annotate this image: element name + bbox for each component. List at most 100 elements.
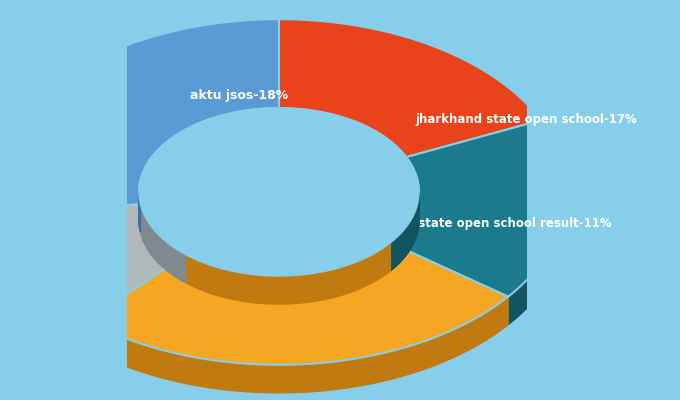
Polygon shape xyxy=(534,271,535,301)
Polygon shape xyxy=(303,274,305,303)
Polygon shape xyxy=(51,298,52,326)
Polygon shape xyxy=(243,273,245,302)
Polygon shape xyxy=(391,242,392,270)
Polygon shape xyxy=(547,254,548,284)
Polygon shape xyxy=(206,264,208,292)
Polygon shape xyxy=(87,321,90,351)
Polygon shape xyxy=(377,251,378,280)
Polygon shape xyxy=(256,364,261,392)
Polygon shape xyxy=(154,348,159,377)
Polygon shape xyxy=(515,289,517,318)
Polygon shape xyxy=(535,270,537,299)
Polygon shape xyxy=(80,317,81,346)
Polygon shape xyxy=(526,280,528,309)
Polygon shape xyxy=(236,272,238,300)
Polygon shape xyxy=(555,240,556,270)
Polygon shape xyxy=(64,307,65,336)
Polygon shape xyxy=(299,364,304,392)
Polygon shape xyxy=(539,264,541,294)
Polygon shape xyxy=(333,361,337,390)
Polygon shape xyxy=(557,236,558,266)
Polygon shape xyxy=(60,304,61,333)
Polygon shape xyxy=(191,257,193,286)
Polygon shape xyxy=(360,260,362,288)
Polygon shape xyxy=(48,296,50,325)
Polygon shape xyxy=(347,359,352,388)
Polygon shape xyxy=(384,246,386,275)
Polygon shape xyxy=(223,362,228,390)
Polygon shape xyxy=(358,260,360,289)
Polygon shape xyxy=(197,260,199,289)
Polygon shape xyxy=(56,302,57,330)
Polygon shape xyxy=(261,275,263,304)
Polygon shape xyxy=(75,314,77,343)
Polygon shape xyxy=(400,234,401,262)
Polygon shape xyxy=(240,273,243,301)
Polygon shape xyxy=(33,282,34,310)
Polygon shape xyxy=(216,267,218,296)
Polygon shape xyxy=(18,266,19,294)
Polygon shape xyxy=(229,270,231,299)
Polygon shape xyxy=(362,259,364,288)
Polygon shape xyxy=(342,360,347,389)
Polygon shape xyxy=(554,242,555,271)
Polygon shape xyxy=(38,287,39,316)
Polygon shape xyxy=(401,232,402,261)
Polygon shape xyxy=(26,274,27,303)
Polygon shape xyxy=(395,238,396,267)
Polygon shape xyxy=(237,363,241,391)
Polygon shape xyxy=(117,335,121,364)
Polygon shape xyxy=(418,342,422,371)
Polygon shape xyxy=(356,261,358,290)
Polygon shape xyxy=(185,254,186,283)
Polygon shape xyxy=(383,247,384,276)
Polygon shape xyxy=(204,263,206,292)
Polygon shape xyxy=(328,362,333,390)
Polygon shape xyxy=(398,235,399,264)
Polygon shape xyxy=(193,258,194,287)
Polygon shape xyxy=(250,274,252,302)
Polygon shape xyxy=(19,266,20,296)
Polygon shape xyxy=(258,275,261,303)
Polygon shape xyxy=(268,276,270,304)
Polygon shape xyxy=(263,276,265,304)
Polygon shape xyxy=(177,354,181,382)
Polygon shape xyxy=(550,249,551,278)
Polygon shape xyxy=(479,314,483,344)
Polygon shape xyxy=(403,230,404,258)
Polygon shape xyxy=(514,290,515,320)
Polygon shape xyxy=(338,268,340,296)
Polygon shape xyxy=(405,346,409,375)
Polygon shape xyxy=(298,275,301,303)
Polygon shape xyxy=(483,312,486,342)
Polygon shape xyxy=(190,356,195,385)
Polygon shape xyxy=(373,253,375,282)
Polygon shape xyxy=(266,365,271,393)
Polygon shape xyxy=(469,320,473,350)
Polygon shape xyxy=(396,348,401,378)
Polygon shape xyxy=(388,244,389,273)
Polygon shape xyxy=(309,364,313,392)
Polygon shape xyxy=(505,297,508,327)
Polygon shape xyxy=(0,204,186,321)
Polygon shape xyxy=(218,361,223,390)
Polygon shape xyxy=(172,352,177,382)
Polygon shape xyxy=(294,275,296,304)
Polygon shape xyxy=(214,266,216,295)
Polygon shape xyxy=(220,268,223,297)
Polygon shape xyxy=(10,254,11,283)
Polygon shape xyxy=(204,359,209,388)
Polygon shape xyxy=(496,303,499,334)
Polygon shape xyxy=(290,364,294,393)
Polygon shape xyxy=(368,256,369,285)
Polygon shape xyxy=(273,276,275,304)
Polygon shape xyxy=(409,345,413,374)
Polygon shape xyxy=(245,274,247,302)
Polygon shape xyxy=(458,326,462,356)
Polygon shape xyxy=(439,334,443,364)
Polygon shape xyxy=(286,276,289,304)
Polygon shape xyxy=(201,262,202,290)
Polygon shape xyxy=(545,256,547,286)
Polygon shape xyxy=(443,333,446,362)
Polygon shape xyxy=(503,299,505,329)
